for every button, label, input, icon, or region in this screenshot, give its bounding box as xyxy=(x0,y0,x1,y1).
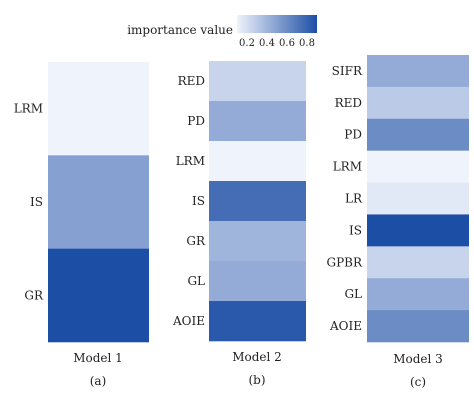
panel-sublabel: (c) xyxy=(410,375,426,389)
panel-title: Model 2 xyxy=(232,350,282,364)
heatmap-cell-pd xyxy=(209,101,306,142)
feature-label-lrm: LRM xyxy=(176,154,205,168)
panel-title: Model 3 xyxy=(393,352,443,366)
heatmap-cell-lrm xyxy=(209,141,306,182)
heatmap-cell-gpbr xyxy=(367,246,469,279)
feature-label-lrm: LRM xyxy=(14,102,43,116)
feature-label-red: RED xyxy=(178,74,205,88)
feature-label-is: IS xyxy=(349,223,362,237)
feature-label-red: RED xyxy=(335,96,362,110)
panel-model-3: SIFR RED PD LRM LR IS GPBR GL AOIE Model 3 (c) xyxy=(326,55,469,389)
panel-model-2: RED PD LRM IS GR GL AOIE Model 2 (b) xyxy=(172,61,306,387)
heatmap-cell-sifr xyxy=(367,55,469,88)
heatmap-cell-gl xyxy=(367,278,469,311)
colorbar-tick-label: 0.8 xyxy=(299,38,315,49)
colorbar-tick-label: 0.2 xyxy=(239,38,255,49)
colorbar-gradient xyxy=(237,15,317,33)
colorbar: importance value 0.2 0.4 0.6 0.8 xyxy=(127,15,317,49)
heatmap-cell-gl xyxy=(209,261,306,302)
heatmap-cell-lr xyxy=(367,182,469,215)
heatmap-cell-red xyxy=(209,61,306,102)
feature-label-is: IS xyxy=(30,195,43,209)
feature-label-aoie: AOIE xyxy=(172,314,205,328)
panel-title: Model 1 xyxy=(73,351,123,365)
heatmap-cell-is xyxy=(48,155,149,249)
colorbar-tick-label: 0.4 xyxy=(259,38,275,49)
feature-label-aoie: AOIE xyxy=(329,319,362,333)
heatmap-cell-red xyxy=(367,86,469,120)
feature-label-pd: PD xyxy=(187,114,205,128)
colorbar-tick-label: 0.6 xyxy=(279,38,295,49)
heatmap-cell-lrm xyxy=(48,62,149,156)
heatmap-cell-lrm xyxy=(367,150,469,183)
feature-label-lr: LR xyxy=(345,192,363,206)
heatmap-cell-aoie xyxy=(209,301,306,342)
feature-label-sifr: SIFR xyxy=(332,64,363,78)
feature-label-gr: GR xyxy=(24,288,44,302)
heatmap-cell-aoie xyxy=(367,310,469,343)
colorbar-label: importance value xyxy=(127,23,233,37)
feature-label-pd: PD xyxy=(344,128,362,142)
heatmap-cell-gr xyxy=(48,248,149,343)
heatmap-cell-is xyxy=(209,181,306,222)
colorbar-ticks: 0.2 0.4 0.6 0.8 xyxy=(239,38,315,49)
heatmap-cell-pd xyxy=(367,118,469,151)
heatmap-cell-is xyxy=(367,214,469,247)
feature-label-lrm: LRM xyxy=(333,160,362,174)
panel-model-1: LRM IS GR Model 1 (a) xyxy=(14,62,149,388)
feature-label-gpbr: GPBR xyxy=(326,255,362,269)
feature-label-gl: GL xyxy=(187,274,205,288)
feature-label-is: IS xyxy=(192,194,205,208)
panel-sublabel: (a) xyxy=(90,374,107,388)
heatmap-cell-gr xyxy=(209,221,306,262)
panel-sublabel: (b) xyxy=(248,373,265,387)
feature-label-gl: GL xyxy=(344,287,362,301)
feature-label-gr: GR xyxy=(186,234,206,248)
